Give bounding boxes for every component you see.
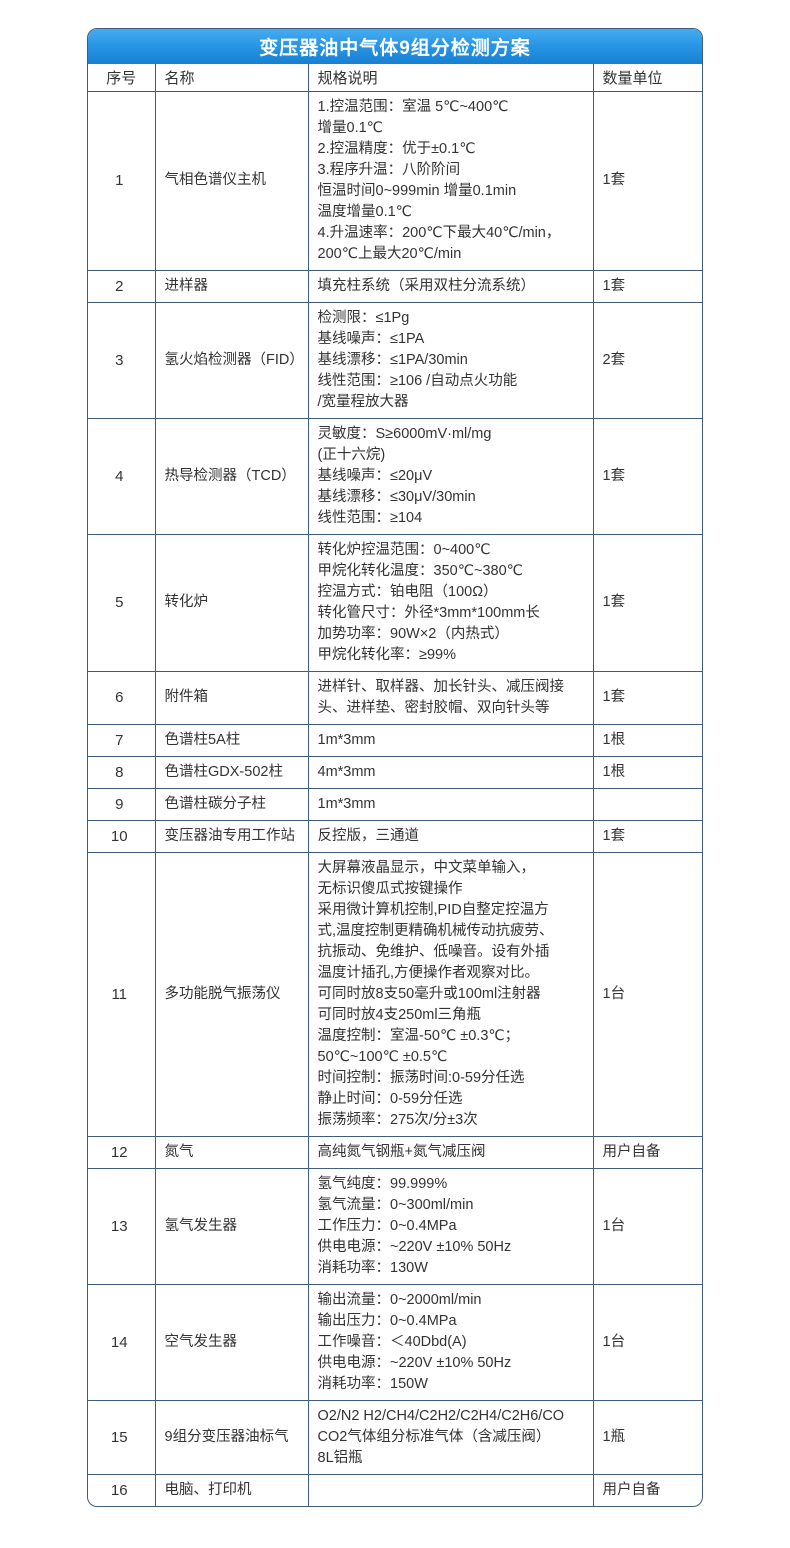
row-number: 14 [88,1283,156,1401]
row-spec: 1.控温范围：室温 5℃~400℃ 增量0.1℃ 2.控温精度：优于±0.1℃ … [307,90,594,271]
row-spec: 4m*3mm [307,755,594,789]
table-row: 11 多功能脱气振荡仪 大屏幕液晶显示，中文菜单输入， 无标识傻瓜式按键操作 采… [88,851,702,1137]
table-row: 16 电脑、打印机 用户自备 [88,1473,702,1506]
row-number: 2 [88,269,156,303]
row-quantity: 1台 [592,1167,702,1285]
row-quantity: 用户自备 [592,1135,702,1169]
row-spec: 输出流量：0~2000ml/min 输出压力：0~0.4MPa 工作噪音：＜40… [307,1283,594,1401]
row-spec: 反控版，三通道 [307,819,594,853]
row-item-name: 多功能脱气振荡仪 [154,851,309,1137]
row-number: 3 [88,301,156,419]
col-header-spec: 规格说明 [307,64,594,92]
row-quantity: 1台 [592,1283,702,1401]
col-header-no: 序号 [88,64,156,92]
row-quantity: 1套 [592,269,702,303]
row-number: 11 [88,851,156,1137]
table-row: 8 色谱柱GDX-502柱 4m*3mm 1根 [88,755,702,789]
row-item-name: 氢火焰检测器（FID） [154,301,309,419]
row-quantity [592,787,702,821]
row-number: 10 [88,819,156,853]
row-item-name: 氢气发生器 [154,1167,309,1285]
row-spec: O2/N2 H2/CH4/C2H2/C2H4/C2H6/CO CO2气体组分标准… [307,1399,594,1475]
row-spec: 大屏幕液晶显示，中文菜单输入， 无标识傻瓜式按键操作 采用微计算机控制,PID自… [307,851,594,1137]
row-spec [307,1473,594,1506]
table-body: 1 气相色谱仪主机 1.控温范围：室温 5℃~400℃ 增量0.1℃ 2.控温精… [88,90,702,1506]
row-item-name: 色谱柱GDX-502柱 [154,755,309,789]
row-item-name: 进样器 [154,269,309,303]
row-spec: 高纯氮气钢瓶+氮气减压阀 [307,1135,594,1169]
table-row: 13 氢气发生器 氢气纯度：99.999% 氢气流量：0~300ml/min 工… [88,1167,702,1285]
page-title: 变压器油中气体9组分检测方案 [259,38,531,59]
header-row: 序号 名称 规格说明 数量单位 [88,64,702,92]
row-quantity: 1台 [592,851,702,1137]
row-number: 12 [88,1135,156,1169]
col-header-qty: 数量单位 [592,64,702,92]
row-item-name: 色谱柱碳分子柱 [154,787,309,821]
row-quantity: 1瓶 [592,1399,702,1475]
table-row: 5 转化炉 转化炉控温范围：0~400℃ 甲烷化转化温度：350℃~380℃ 控… [88,533,702,672]
table-row: 10 变压器油专用工作站 反控版，三通道 1套 [88,819,702,853]
row-item-name: 变压器油专用工作站 [154,819,309,853]
row-number: 9 [88,787,156,821]
row-number: 7 [88,723,156,757]
table-row: 9 色谱柱碳分子柱 1m*3mm [88,787,702,821]
table-row: 4 热导检测器（TCD） 灵敏度：S≥6000mV·ml/mg (正十六烷) 基… [88,417,702,535]
row-quantity: 2套 [592,301,702,419]
row-item-name: 空气发生器 [154,1283,309,1401]
row-spec: 进样针、取样器、加长针头、减压阀接头、进样垫、密封胶帽、双向针头等 [307,670,594,725]
row-item-name: 氮气 [154,1135,309,1169]
row-number: 5 [88,533,156,672]
row-spec: 检测限：≤1Pg 基线噪声：≤1PA 基线漂移：≤1PA/30min 线性范围：… [307,301,594,419]
row-spec: 转化炉控温范围：0~400℃ 甲烷化转化温度：350℃~380℃ 控温方式：铂电… [307,533,594,672]
row-item-name: 电脑、打印机 [154,1473,309,1506]
row-quantity: 1套 [592,670,702,725]
table-row: 14 空气发生器 输出流量：0~2000ml/min 输出压力：0~0.4MPa… [88,1283,702,1401]
row-quantity: 1套 [592,819,702,853]
row-quantity: 1根 [592,723,702,757]
row-quantity: 1套 [592,90,702,271]
row-item-name: 热导检测器（TCD） [154,417,309,535]
table-title-bar: 变压器油中气体9组分检测方案 [88,29,702,64]
row-number: 6 [88,670,156,725]
col-header-name: 名称 [154,64,309,92]
row-item-name: 转化炉 [154,533,309,672]
table-row: 3 氢火焰检测器（FID） 检测限：≤1Pg 基线噪声：≤1PA 基线漂移：≤1… [88,301,702,419]
table-row: 6 附件箱 进样针、取样器、加长针头、减压阀接头、进样垫、密封胶帽、双向针头等 … [88,670,702,725]
row-number: 13 [88,1167,156,1285]
row-quantity: 1套 [592,533,702,672]
row-number: 15 [88,1399,156,1475]
row-spec: 氢气纯度：99.999% 氢气流量：0~300ml/min 工作压力：0~0.4… [307,1167,594,1285]
row-number: 8 [88,755,156,789]
detection-plan-panel: 变压器油中气体9组分检测方案 序号 名称 规格说明 数量单位 1 气相色谱仪主机… [87,28,703,1507]
row-number: 1 [88,90,156,271]
row-quantity: 1根 [592,755,702,789]
row-item-name: 色谱柱5A柱 [154,723,309,757]
row-spec: 填充柱系统（采用双柱分流系统） [307,269,594,303]
table-row: 1 气相色谱仪主机 1.控温范围：室温 5℃~400℃ 增量0.1℃ 2.控温精… [88,90,702,271]
row-item-name: 气相色谱仪主机 [154,90,309,271]
table-row: 15 9组分变压器油标气 O2/N2 H2/CH4/C2H2/C2H4/C2H6… [88,1399,702,1475]
row-item-name: 9组分变压器油标气 [154,1399,309,1475]
spec-table: 序号 名称 规格说明 数量单位 1 气相色谱仪主机 1.控温范围：室温 5℃~4… [88,64,702,1506]
row-spec: 1m*3mm [307,787,594,821]
table-row: 12 氮气 高纯氮气钢瓶+氮气减压阀 用户自备 [88,1135,702,1169]
row-quantity: 用户自备 [592,1473,702,1506]
row-number: 16 [88,1473,156,1506]
table-row: 2 进样器 填充柱系统（采用双柱分流系统） 1套 [88,269,702,303]
row-quantity: 1套 [592,417,702,535]
table-row: 7 色谱柱5A柱 1m*3mm 1根 [88,723,702,757]
row-spec: 1m*3mm [307,723,594,757]
row-item-name: 附件箱 [154,670,309,725]
row-number: 4 [88,417,156,535]
row-spec: 灵敏度：S≥6000mV·ml/mg (正十六烷) 基线噪声：≤20μV 基线漂… [307,417,594,535]
